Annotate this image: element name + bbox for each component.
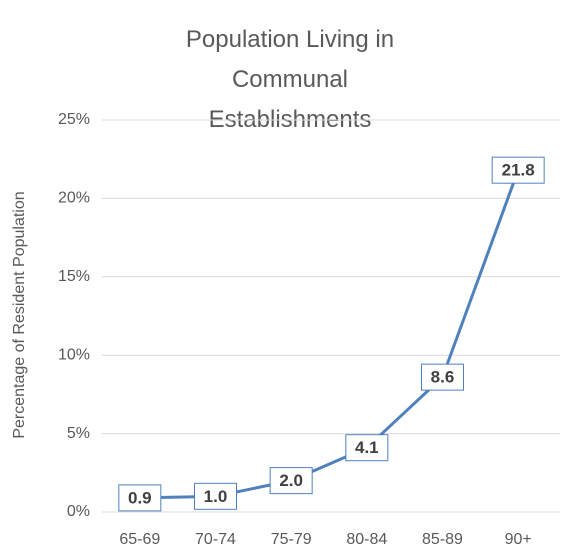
x-tick-label: 70-74 bbox=[195, 531, 236, 548]
value-label-box bbox=[118, 484, 162, 512]
value-label: 4.1 bbox=[355, 438, 379, 457]
value-label: 1.0 bbox=[204, 487, 228, 506]
value-label-box bbox=[491, 156, 545, 184]
x-tick-label: 75-79 bbox=[271, 531, 312, 548]
x-tick-label: 90+ bbox=[505, 531, 532, 548]
value-label: 0.9 bbox=[128, 488, 152, 507]
y-tick-label: 0% bbox=[67, 503, 90, 520]
value-label: 8.6 bbox=[431, 368, 455, 387]
y-tick-label: 20% bbox=[58, 190, 90, 207]
value-label-box bbox=[345, 434, 389, 462]
y-tick-label: 10% bbox=[58, 346, 90, 363]
x-tick-label: 65-69 bbox=[119, 531, 160, 548]
value-label: 21.8 bbox=[502, 161, 535, 180]
value-label: 2.0 bbox=[279, 471, 303, 490]
x-tick-label: 85-89 bbox=[422, 531, 463, 548]
y-tick-label: 25% bbox=[58, 111, 90, 128]
y-tick-label: 15% bbox=[58, 268, 90, 285]
value-label-box bbox=[421, 363, 464, 391]
value-label-box bbox=[194, 482, 237, 510]
y-tick-label: 5% bbox=[67, 425, 90, 442]
y-axis-label: Percentage of Resident Population bbox=[11, 191, 28, 438]
x-tick-label: 80-84 bbox=[346, 531, 387, 548]
value-label-box bbox=[269, 467, 313, 495]
line bbox=[139, 169, 520, 500]
